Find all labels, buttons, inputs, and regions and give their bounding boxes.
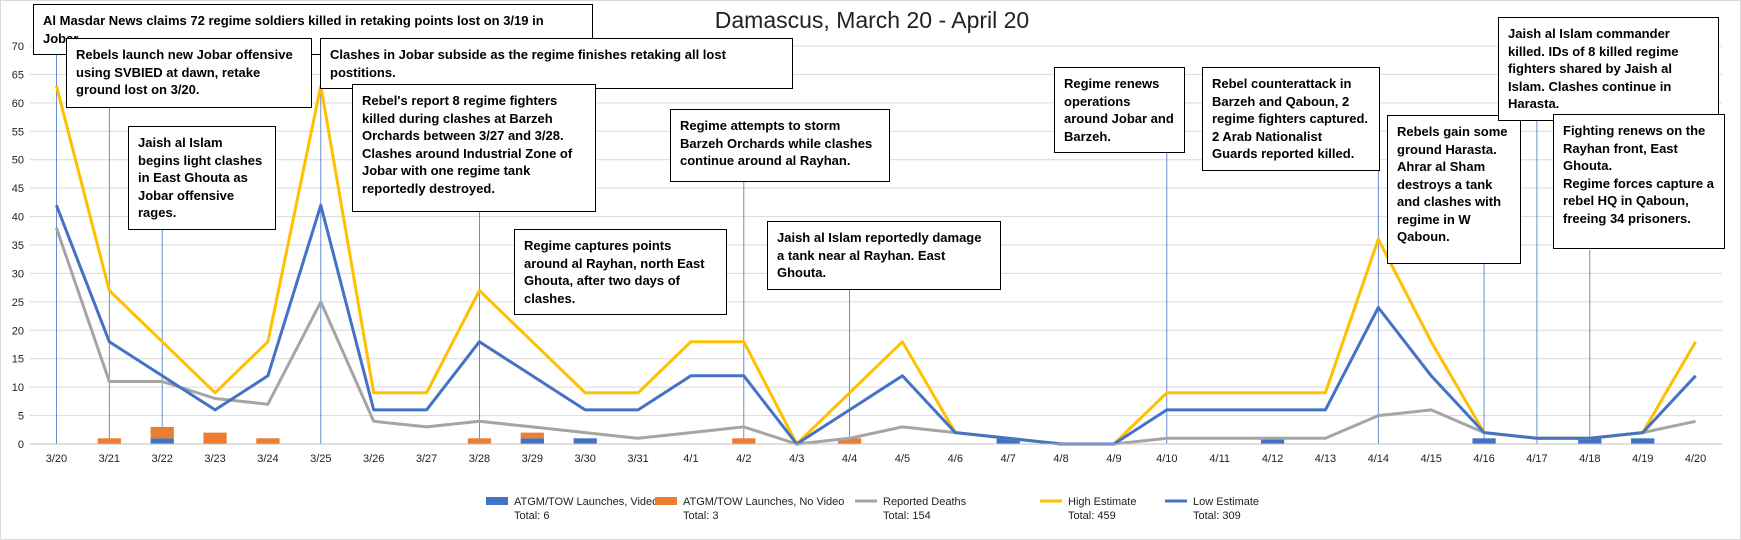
chart-title: Damascus, March 20 - April 20 [715,7,1029,33]
bar-atgm-video [1260,438,1285,444]
x-tick-label: 3/29 [522,453,543,465]
x-tick-label: 4/10 [1156,453,1177,465]
y-tick-label: 10 [12,382,24,394]
x-tick-label: 4/15 [1420,453,1441,465]
y-tick-label: 25 [12,297,24,309]
annotation-box: Jaish al Islam reportedly damage a tank … [767,221,1001,290]
x-tick-label: 4/4 [842,453,857,465]
legend-label-high-estimate: High Estimate [1068,496,1136,508]
bars [97,426,1655,444]
annotation-box: Jaish al Islam commander killed. IDs of … [1498,17,1719,121]
annotation-box: Fighting renews on the Rayhan front, Eas… [1553,114,1725,249]
legend: ATGM/TOW Launches, Video Total: 6 ATGM/TOW… [486,496,1259,522]
bar-atgm-no-video [520,432,544,439]
x-tick-label: 4/5 [895,453,910,465]
y-tick-label: 65 [12,69,24,81]
axes: 0 5 10 15 20 25 30 35 40 45 50 55 60 65 70 3/20 3/21 3/22… [12,41,1722,465]
legend-total-atgm-video: Total: 6 [514,510,549,522]
annotation-box: Rebel counterattack in Barzeh and Qaboun… [1202,67,1380,171]
x-tick-label: 4/17 [1526,453,1547,465]
x-tick-label: 3/21 [99,453,120,465]
bar-atgm-no-video [837,438,862,444]
y-tick-label: 5 [18,411,24,423]
annotation-box: Rebel's report 8 regime fighters killed … [352,84,596,212]
bar-atgm-video [1631,438,1655,444]
line-reported-deaths [54,227,1696,446]
annotation-box: Regime renews operations around Jobar an… [1054,67,1185,153]
y-tick-label: 70 [12,41,24,53]
bar-atgm-video [1578,438,1602,444]
x-tick-label: 4/7 [1001,453,1016,465]
x-tick-label: 4/19 [1632,453,1653,465]
annotation-box: Al Masdar News claims 72 regime soldiers… [33,4,593,55]
x-tick-label: 4/2 [736,453,751,465]
series-lines [54,84,1697,446]
bar-atgm-no-video [256,438,280,444]
x-tick-label: 3/28 [469,453,490,465]
x-tick-label: 3/22 [151,453,172,465]
legend-label-low-estimate: Low Estimate [1193,496,1259,508]
x-tick-label: 4/12 [1262,453,1283,465]
legend-total-high-estimate: Total: 459 [1068,510,1116,522]
bar-atgm-video [996,438,1020,444]
bar-atgm-no-video [150,426,174,439]
y-tick-label: 35 [12,240,24,252]
bar-atgm-video [520,438,544,444]
x-tick-label: 3/27 [416,453,437,465]
y-tick-label: 15 [12,354,24,366]
annotation-box: Clashes in Jobar subside as the regime f… [320,38,793,89]
x-tick-label: 4/16 [1473,453,1494,465]
bar-atgm-no-video [203,432,227,444]
x-tick-label: 3/26 [363,453,384,465]
bar-atgm-video [1472,438,1496,444]
x-tick-label: 4/11 [1209,453,1230,465]
legend-label-atgm-no-video: ATGM/TOW Launches, No Video [683,496,844,508]
x-tick-label: 4/8 [1053,453,1068,465]
x-tick-label: 3/30 [574,453,595,465]
legend-swatch-atgm-no-video [655,497,677,505]
y-tick-label: 50 [12,155,24,167]
legend-swatch-atgm-video [486,497,508,505]
line-high-estimate [54,84,1697,446]
bar-atgm-no-video [97,438,121,444]
x-tick-label: 4/1 [683,453,698,465]
x-tick-label: 3/25 [310,453,331,465]
x-tick-label: 3/24 [257,453,278,465]
x-tick-label: 4/18 [1579,453,1600,465]
x-tick-label: 3/23 [204,453,225,465]
x-tick-label: 4/3 [789,453,804,465]
x-tick-label: 4/6 [948,453,963,465]
bar-atgm-video [150,438,174,444]
bar-atgm-no-video [732,438,756,444]
annotation-box: Rebels gain some ground Harasta. Ahrar a… [1387,115,1521,264]
annotation-box: Regime attempts to storm Barzeh Orchards… [670,109,890,182]
x-tick-label: 3/20 [46,453,67,465]
x-tick-label: 4/14 [1368,453,1389,465]
legend-total-reported-deaths: Total: 154 [883,510,931,522]
legend-label-reported-deaths: Reported Deaths [883,496,967,508]
y-tick-label: 0 [18,439,24,451]
legend-total-low-estimate: Total: 309 [1193,510,1241,522]
y-tick-label: 55 [12,126,24,138]
y-tick-label: 45 [12,183,24,195]
x-tick-label: 4/9 [1106,453,1121,465]
y-tick-label: 30 [12,268,24,280]
annotation-box: Rebels launch new Jobar offensive using … [66,38,312,108]
annotation-box: Regime captures points around al Rayhan,… [514,229,727,315]
annotation-box: Jaish al Islam begins light clashes in E… [128,126,276,230]
bar-atgm-video [573,438,597,444]
x-tick-label: 3/31 [627,453,648,465]
legend-total-atgm-no-video: Total: 3 [683,510,718,522]
x-tick-label: 4/20 [1685,453,1706,465]
line-low-estimate [55,203,1697,446]
bar-atgm-no-video [467,438,492,444]
y-tick-label: 20 [12,325,24,337]
y-tick-label: 60 [12,98,24,110]
legend-label-atgm-video: ATGM/TOW Launches, Video [514,496,658,508]
x-tick-label: 4/13 [1315,453,1336,465]
y-tick-label: 40 [12,212,24,224]
